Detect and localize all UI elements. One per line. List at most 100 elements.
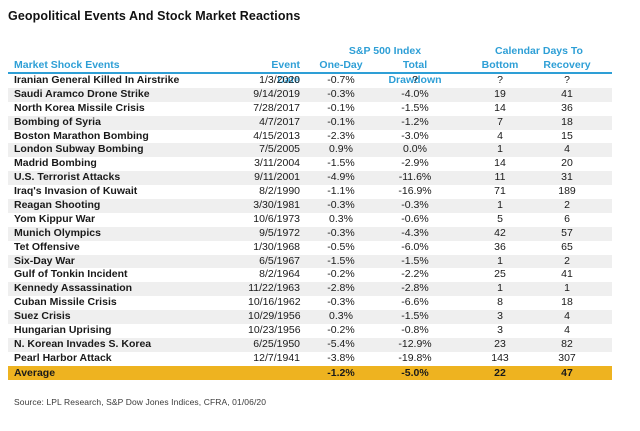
drawdown-cell: -3.0% bbox=[401, 129, 429, 142]
column-header-drawdown: Total Drawdown bbox=[388, 59, 442, 86]
event-name-cell: Cuban Missile Crisis bbox=[14, 296, 117, 309]
average-drawdown-cell: -5.0% bbox=[401, 366, 429, 379]
one-day-cell: -1.1% bbox=[327, 185, 355, 198]
bottom-cell: 1 bbox=[497, 282, 503, 295]
one-day-cell: -1.5% bbox=[327, 157, 355, 170]
recovery-cell: 36 bbox=[561, 101, 573, 114]
recovery-cell: ? bbox=[564, 74, 570, 86]
drawdown-cell: -0.3% bbox=[401, 199, 429, 212]
event-name-cell: Bombing of Syria bbox=[14, 115, 101, 128]
table-row: Iraq's Invasion of Kuwait 8/2/1990 -1.1%… bbox=[8, 185, 612, 199]
recovery-cell: 2 bbox=[564, 199, 570, 212]
drawdown-cell: -19.8% bbox=[398, 351, 432, 364]
event-name-cell: Yom Kippur War bbox=[14, 212, 96, 225]
bottom-cell: 143 bbox=[491, 351, 509, 364]
page-title: Geopolitical Events And Stock Market Rea… bbox=[8, 9, 301, 23]
event-date-cell: 4/15/2013 bbox=[253, 129, 300, 142]
recovery-cell: 31 bbox=[561, 171, 573, 184]
table-row: Six-Day War 6/5/1967 -1.5% -1.5% 1 2 bbox=[8, 254, 612, 269]
one-day-cell: -0.2% bbox=[327, 268, 355, 281]
drawdown-cell: ? bbox=[412, 74, 418, 86]
event-date-cell: 7/5/2005 bbox=[259, 143, 300, 156]
bottom-cell: 1 bbox=[497, 143, 503, 156]
data-table: S&P 500 Index Calendar Days To Market Sh… bbox=[8, 44, 612, 381]
bottom-cell: 71 bbox=[494, 185, 506, 198]
bottom-cell: 3 bbox=[497, 324, 503, 337]
average-recovery-cell: 47 bbox=[561, 366, 573, 379]
one-day-cell: -0.7% bbox=[327, 74, 355, 86]
event-date-cell: 10/16/1962 bbox=[248, 296, 301, 309]
drawdown-cell: -0.6% bbox=[401, 212, 429, 225]
table-row: Reagan Shooting 3/30/1981 -0.3% -0.3% 1 … bbox=[8, 199, 612, 213]
average-label-cell: Average bbox=[14, 366, 56, 379]
event-name-cell: Boston Marathon Bombing bbox=[14, 129, 149, 142]
event-name-cell: Six-Day War bbox=[14, 254, 75, 267]
bottom-cell: 3 bbox=[497, 310, 503, 323]
event-date-cell: 6/5/1967 bbox=[259, 254, 300, 267]
recovery-cell: 65 bbox=[561, 240, 573, 253]
event-name-cell: U.S. Terrorist Attacks bbox=[14, 171, 121, 184]
drawdown-cell: -1.2% bbox=[401, 115, 429, 128]
group-header-spacer bbox=[8, 44, 304, 58]
one-day-cell: -4.9% bbox=[327, 171, 355, 184]
event-date-cell: 10/23/1956 bbox=[248, 324, 301, 337]
table-row: Munich Olympics 9/5/1972 -0.3% -4.3% 42 … bbox=[8, 226, 612, 241]
drawdown-cell: -4.3% bbox=[401, 226, 429, 239]
event-date-cell: 9/14/2019 bbox=[253, 87, 300, 100]
table-row: N. Korean Invades S. Korea 6/25/1950 -5.… bbox=[8, 337, 612, 352]
table-row: Cuban Missile Crisis 10/16/1962 -0.3% -6… bbox=[8, 296, 612, 310]
group-header-calendar: Calendar Days To bbox=[495, 45, 583, 57]
average-one-day-cell: -1.2% bbox=[327, 366, 355, 379]
drawdown-cell: -12.9% bbox=[398, 337, 432, 350]
table-row: Gulf of Tonkin Incident 8/2/1964 -0.2% -… bbox=[8, 268, 612, 282]
recovery-cell: 82 bbox=[561, 337, 573, 350]
table-row: Kennedy Assassination 11/22/1963 -2.8% -… bbox=[8, 282, 612, 297]
column-header-row: Market Shock Events Event Date One-Day T… bbox=[8, 58, 612, 86]
drawdown-cell: -11.6% bbox=[398, 171, 432, 184]
bottom-cell: 1 bbox=[497, 199, 503, 212]
table-row: Bombing of Syria 4/7/2017 -0.1% -1.2% 7 … bbox=[8, 115, 612, 130]
one-day-cell: -0.5% bbox=[327, 240, 355, 253]
table-row: Suez Crisis 10/29/1956 0.3% -1.5% 3 4 bbox=[8, 310, 612, 325]
one-day-cell: -2.8% bbox=[327, 282, 355, 295]
column-header-one-day: One-Day bbox=[319, 59, 363, 71]
column-header-recovery: Recovery bbox=[543, 59, 591, 71]
event-date-cell: 8/2/1990 bbox=[259, 185, 300, 198]
bottom-cell: 11 bbox=[494, 171, 506, 184]
bottom-cell: 25 bbox=[494, 268, 506, 281]
table-row: Yom Kippur War 10/6/1973 0.3% -0.6% 5 6 bbox=[8, 213, 612, 227]
recovery-cell: 4 bbox=[564, 324, 570, 337]
recovery-cell: 18 bbox=[561, 296, 573, 309]
table-row: U.S. Terrorist Attacks 9/11/2001 -4.9% -… bbox=[8, 171, 612, 186]
recovery-cell: 1 bbox=[564, 282, 570, 295]
bottom-cell: 7 bbox=[497, 115, 503, 128]
column-header-date: Event Date bbox=[271, 59, 300, 86]
bottom-cell: 14 bbox=[494, 101, 506, 114]
event-name-cell: Kennedy Assassination bbox=[14, 282, 133, 295]
drawdown-cell: -2.2% bbox=[401, 268, 429, 281]
table-row: Pearl Harbor Attack 12/7/1941 -3.8% -19.… bbox=[8, 352, 612, 366]
event-date-cell: 9/11/2001 bbox=[254, 171, 300, 184]
table-body: Iranian General Killed In Airstrike 1/3/… bbox=[8, 74, 612, 366]
recovery-cell: 20 bbox=[561, 157, 573, 170]
recovery-cell: 15 bbox=[561, 129, 573, 142]
bottom-cell: 4 bbox=[497, 129, 503, 142]
event-date-cell: 3/11/2004 bbox=[254, 157, 300, 170]
one-day-cell: -0.3% bbox=[327, 87, 355, 100]
recovery-cell: 41 bbox=[561, 87, 573, 100]
bottom-cell: 42 bbox=[494, 226, 506, 239]
table-row: Madrid Bombing 3/11/2004 -1.5% -2.9% 14 … bbox=[8, 157, 612, 171]
event-name-cell: Iraq's Invasion of Kuwait bbox=[14, 185, 138, 198]
group-header-row: S&P 500 Index Calendar Days To bbox=[8, 44, 612, 58]
event-date-cell: 11/22/1963 bbox=[248, 282, 300, 295]
drawdown-cell: -2.8% bbox=[401, 282, 429, 295]
table-row: Hungarian Uprising 10/23/1956 -0.2% -0.8… bbox=[8, 324, 612, 338]
event-name-cell: Munich Olympics bbox=[14, 226, 101, 239]
event-date-cell: 10/6/1973 bbox=[253, 212, 300, 225]
event-name-cell: Hungarian Uprising bbox=[14, 324, 112, 337]
one-day-cell: -0.1% bbox=[327, 101, 355, 114]
recovery-cell: 4 bbox=[564, 143, 570, 156]
one-day-cell: 0.9% bbox=[329, 143, 353, 156]
one-day-cell: -0.3% bbox=[327, 296, 355, 309]
event-name-cell: Gulf of Tonkin Incident bbox=[14, 268, 128, 281]
